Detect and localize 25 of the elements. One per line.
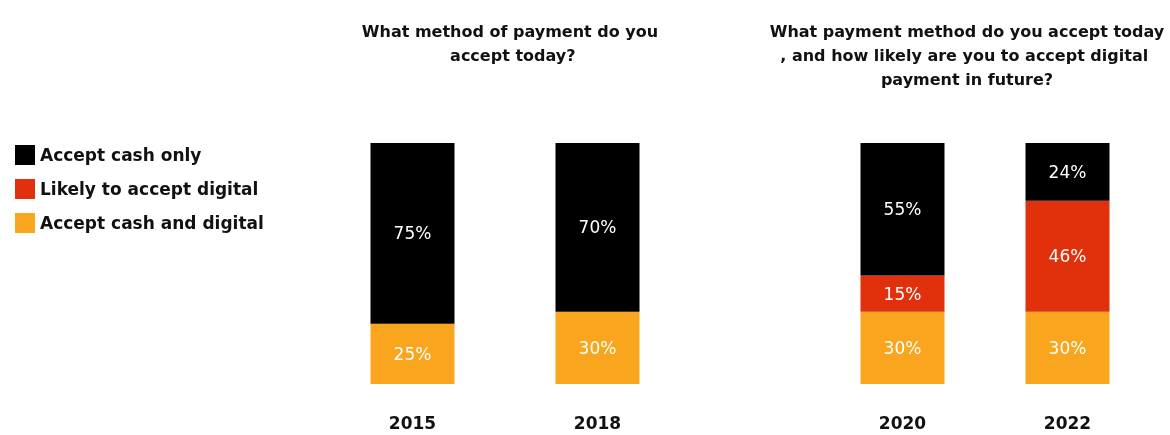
bar [860, 311, 945, 384]
bar [860, 143, 945, 276]
x-tick-label: 2020 [878, 412, 927, 433]
bar [1025, 200, 1110, 312]
data-label: 24% [1048, 161, 1087, 182]
data-label: 46% [1048, 246, 1087, 267]
legend-label: Likely to accept digital [40, 179, 259, 199]
legend-label: Accept cash and digital [40, 213, 264, 233]
x-tick-label: 2022 [1043, 412, 1092, 433]
data-label: 30% [1048, 337, 1087, 358]
data-label: 75% [393, 223, 432, 244]
data-label: 15% [883, 283, 922, 304]
x-tick-label: 2018 [573, 412, 622, 433]
bar [1025, 311, 1110, 384]
data-label: 30% [578, 337, 617, 358]
x-tick-label: 2015 [388, 412, 437, 433]
legend-label: Accept cash only [40, 145, 202, 165]
chart-title: What payment method do you accept today, and how likely are you to accept digital payment in future? [769, 21, 1165, 89]
data-label: 55% [883, 199, 922, 220]
data-label: 70% [578, 217, 617, 238]
bar [860, 275, 945, 312]
chart-title: What method of payment do you accept today? [361, 21, 659, 65]
data-label: 25% [393, 343, 432, 364]
data-label: 30% [883, 337, 922, 358]
bar [1025, 143, 1110, 201]
